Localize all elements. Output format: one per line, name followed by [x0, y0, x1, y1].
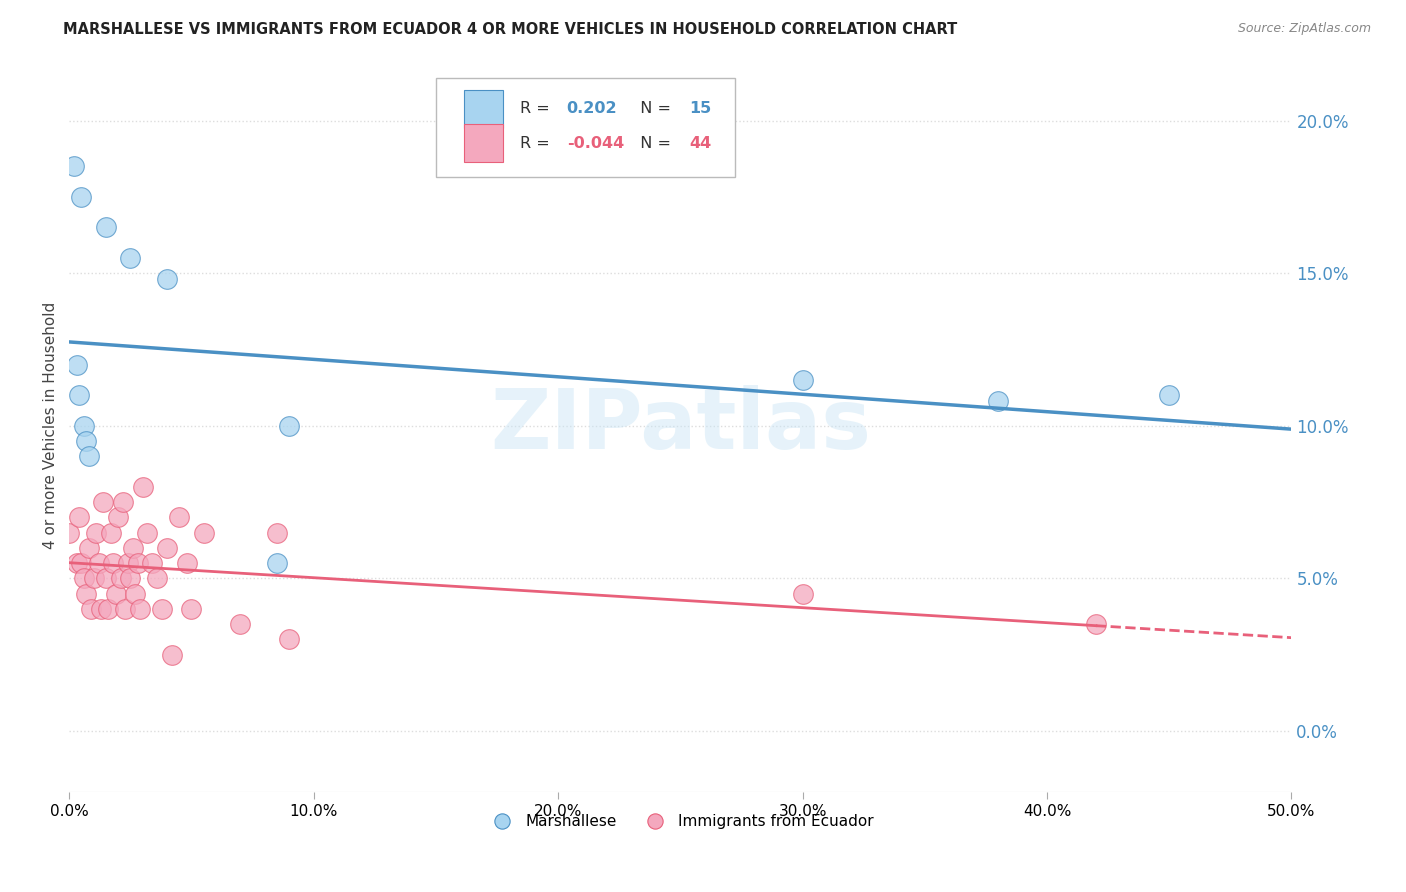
Point	[176, 556, 198, 570]
Point	[111, 495, 134, 509]
Point	[63, 160, 86, 174]
Text: Source: ZipAtlas.com: Source: ZipAtlas.com	[1237, 22, 1371, 36]
Point	[67, 510, 90, 524]
Text: 44: 44	[689, 136, 711, 151]
Point	[75, 586, 97, 600]
Point	[160, 648, 183, 662]
Point	[58, 525, 80, 540]
Point	[792, 586, 814, 600]
Text: 15: 15	[689, 101, 711, 116]
Point	[146, 571, 169, 585]
Text: ZIPatlas: ZIPatlas	[489, 385, 870, 467]
Point	[1084, 617, 1107, 632]
Text: -0.044: -0.044	[567, 136, 624, 151]
Point	[278, 418, 301, 433]
Point	[90, 602, 112, 616]
Point	[136, 525, 159, 540]
Point	[266, 525, 288, 540]
Point	[70, 190, 93, 204]
Point	[792, 373, 814, 387]
Legend: Marshallese, Immigrants from Ecuador: Marshallese, Immigrants from Ecuador	[481, 808, 880, 836]
FancyBboxPatch shape	[436, 78, 735, 177]
FancyBboxPatch shape	[464, 124, 503, 162]
Point	[94, 220, 117, 235]
Point	[266, 556, 288, 570]
Point	[67, 388, 90, 402]
Point	[124, 586, 146, 600]
Point	[73, 418, 96, 433]
Y-axis label: 4 or more Vehicles in Household: 4 or more Vehicles in Household	[44, 302, 58, 549]
Point	[120, 571, 142, 585]
Point	[65, 556, 87, 570]
Text: N =: N =	[630, 136, 676, 151]
Text: 0.202: 0.202	[567, 101, 617, 116]
Text: N =: N =	[630, 101, 676, 116]
Point	[97, 602, 120, 616]
Point	[73, 571, 96, 585]
Point	[156, 272, 179, 286]
Point	[84, 525, 107, 540]
Point	[87, 556, 110, 570]
Point	[104, 586, 127, 600]
Point	[120, 251, 142, 265]
Point	[83, 571, 105, 585]
Point	[93, 495, 115, 509]
Point	[1159, 388, 1181, 402]
Point	[180, 602, 202, 616]
Point	[193, 525, 215, 540]
FancyBboxPatch shape	[464, 89, 503, 128]
Point	[150, 602, 173, 616]
Point	[167, 510, 190, 524]
Point	[94, 571, 117, 585]
Point	[156, 541, 179, 555]
Point	[278, 632, 301, 647]
Point	[141, 556, 163, 570]
Text: R =: R =	[520, 136, 555, 151]
Point	[129, 602, 152, 616]
Point	[987, 394, 1010, 409]
Point	[107, 510, 129, 524]
Point	[131, 480, 153, 494]
Point	[114, 602, 136, 616]
Text: MARSHALLESE VS IMMIGRANTS FROM ECUADOR 4 OR MORE VEHICLES IN HOUSEHOLD CORRELATI: MARSHALLESE VS IMMIGRANTS FROM ECUADOR 4…	[63, 22, 957, 37]
Point	[65, 358, 87, 372]
Point	[70, 556, 93, 570]
Point	[103, 556, 125, 570]
Point	[75, 434, 97, 448]
Point	[117, 556, 139, 570]
Point	[127, 556, 149, 570]
Text: R =: R =	[520, 101, 555, 116]
Point	[77, 541, 100, 555]
Point	[110, 571, 132, 585]
Point	[121, 541, 143, 555]
Point	[77, 450, 100, 464]
Point	[80, 602, 103, 616]
Point	[229, 617, 252, 632]
Point	[100, 525, 122, 540]
